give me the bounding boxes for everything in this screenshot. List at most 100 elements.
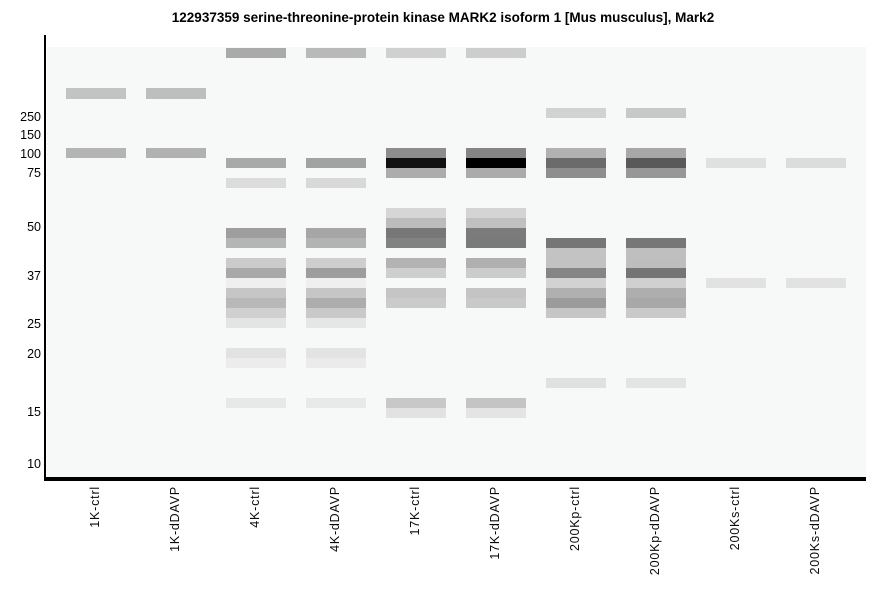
y-axis-line (44, 35, 46, 481)
gel-band (626, 168, 686, 178)
gel-band (226, 298, 286, 308)
lane-label-200Ks-dDAVP: 200Ks-dDAVP (808, 486, 824, 591)
gel-band (546, 268, 606, 278)
gel-band (386, 268, 446, 278)
gel-band (466, 228, 526, 238)
gel-band (466, 158, 526, 168)
gel-band (226, 398, 286, 408)
gel-band (306, 358, 366, 368)
y-tick-label-37: 37 (27, 269, 41, 283)
gel-band (626, 278, 686, 288)
gel-band (466, 238, 526, 248)
gel-band (626, 238, 686, 248)
gel-band (386, 228, 446, 238)
gel-band (386, 398, 446, 408)
gel-band (546, 168, 606, 178)
gel-band (626, 288, 686, 298)
figure-title: 122937359 serine-threonine-protein kinas… (171, 10, 715, 25)
gel-band (386, 208, 446, 218)
gel-band (626, 378, 686, 388)
gel-band (626, 268, 686, 278)
lane-label-1K-ctrl: 1K-ctrl (88, 486, 104, 591)
gel-band (466, 408, 526, 418)
lane-label-17K-dDAVP: 17K-dDAVP (488, 486, 504, 591)
gel-band (626, 258, 686, 268)
y-tick-label-75: 75 (27, 166, 41, 180)
gel-band (306, 228, 366, 238)
gel-band (626, 148, 686, 158)
gel-band (226, 288, 286, 298)
lane-label-text: 200Kp-ctrl (568, 486, 582, 551)
gel-band (226, 308, 286, 318)
lane-label-200Kp-dDAVP: 200Kp-dDAVP (648, 486, 664, 591)
gel-band (626, 298, 686, 308)
gel-band (306, 48, 366, 58)
gel-band (466, 168, 526, 178)
y-tick-label-15: 15 (27, 405, 41, 419)
gel-band (626, 248, 686, 258)
gel-band (386, 168, 446, 178)
y-tick-label-150: 150 (20, 128, 41, 142)
gel-band (546, 238, 606, 248)
gel-band (306, 318, 366, 328)
gel-band (226, 268, 286, 278)
gel-band (386, 298, 446, 308)
gel-band (226, 318, 286, 328)
lane-label-200Ks-ctrl: 200Ks-ctrl (728, 486, 744, 591)
gel-band (546, 148, 606, 158)
gel-band (146, 88, 206, 99)
y-tick-label-250: 250 (20, 110, 41, 124)
gel-band (66, 88, 126, 99)
y-tick-label-25: 25 (27, 317, 41, 331)
gel-band (386, 408, 446, 418)
lane-label-4K-dDAVP: 4K-dDAVP (328, 486, 344, 591)
gel-band (546, 158, 606, 168)
gel-band (306, 258, 366, 268)
gel-band (466, 258, 526, 268)
gel-band (306, 268, 366, 278)
lane-label-text: 17K-dDAVP (488, 486, 502, 560)
gel-band (386, 48, 446, 58)
gel-band (466, 288, 526, 298)
gel-band (546, 298, 606, 308)
lane-label-text: 17K-ctrl (408, 486, 422, 536)
gel-band (546, 258, 606, 268)
gel-band (226, 48, 286, 58)
gel-band (386, 288, 446, 298)
lane-label-text: 1K-dDAVP (168, 486, 182, 552)
gel-band (306, 238, 366, 248)
y-tick-label-20: 20 (27, 347, 41, 361)
gel-band (226, 228, 286, 238)
gel-band (66, 148, 126, 158)
gel-band (306, 398, 366, 408)
gel-band (466, 148, 526, 158)
gel-band (786, 158, 846, 168)
lane-label-17K-ctrl: 17K-ctrl (408, 486, 424, 591)
gel-band (306, 158, 366, 168)
gel-band (386, 158, 446, 168)
gel-band (706, 278, 766, 288)
gel-band (226, 158, 286, 168)
gel-band (466, 398, 526, 408)
gel-band (706, 158, 766, 168)
lane-label-text: 4K-ctrl (248, 486, 262, 528)
lane-label-200Kp-ctrl: 200Kp-ctrl (568, 486, 584, 591)
gel-band (546, 308, 606, 318)
gel-band (546, 378, 606, 388)
gel-band (226, 348, 286, 358)
lane-label-text: 200Kp-dDAVP (648, 486, 662, 576)
lane-label-text: 200Ks-dDAVP (808, 486, 822, 575)
gel-band (226, 238, 286, 248)
gel-band (786, 278, 846, 288)
plot-area (47, 47, 866, 477)
gel-band (546, 248, 606, 258)
gel-band (626, 158, 686, 168)
lane-label-text: 4K-dDAVP (328, 486, 342, 552)
gel-band (546, 278, 606, 288)
gel-band (306, 298, 366, 308)
gel-band (546, 288, 606, 298)
y-tick-label-50: 50 (27, 220, 41, 234)
y-tick-label-10: 10 (27, 457, 41, 471)
lane-label-4K-ctrl: 4K-ctrl (248, 486, 264, 591)
